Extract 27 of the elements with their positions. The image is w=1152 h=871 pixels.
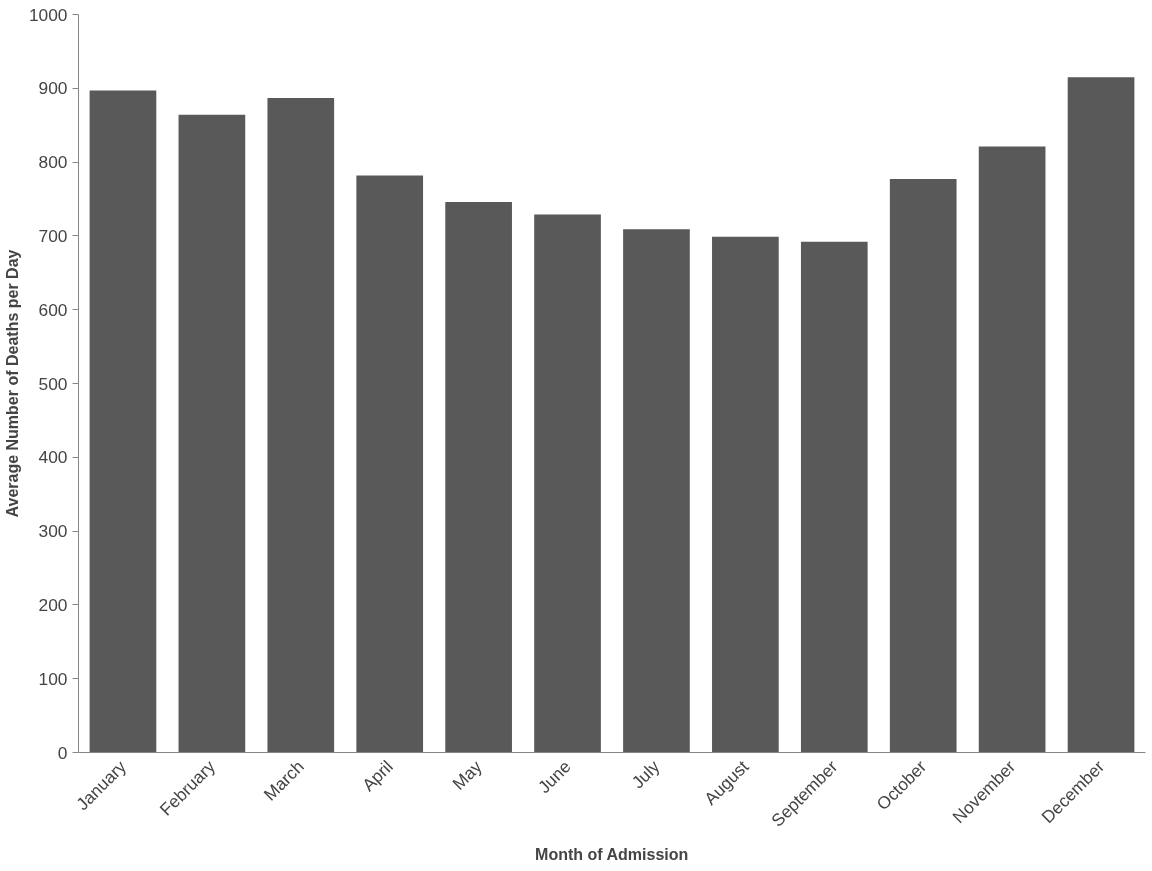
x-tick-label: May xyxy=(448,756,486,794)
y-axis-title: Average Number of Deaths per Day xyxy=(3,249,21,518)
bar xyxy=(1067,77,1135,753)
bar xyxy=(534,214,601,753)
y-tick-label: 500 xyxy=(38,373,68,394)
bar xyxy=(178,114,246,753)
bar xyxy=(89,90,157,753)
bar xyxy=(889,179,957,753)
y-tick-label: 1000 xyxy=(28,4,68,25)
bar xyxy=(712,236,779,753)
bar xyxy=(623,229,690,753)
bar xyxy=(978,146,1046,753)
bar xyxy=(800,241,868,753)
y-tick-label: 900 xyxy=(38,78,68,99)
y-tick-label: 800 xyxy=(38,152,68,173)
y-tick-label: 700 xyxy=(38,225,68,246)
x-tick-label: July xyxy=(627,756,664,793)
bar xyxy=(445,201,512,753)
y-tick-label: 400 xyxy=(38,447,68,468)
y-tick-label: 200 xyxy=(38,594,68,615)
y-tick-label: 0 xyxy=(57,742,68,763)
x-axis-title: Month of Admission xyxy=(535,845,689,863)
y-tick-label: 600 xyxy=(38,299,68,320)
bar xyxy=(356,175,424,753)
y-tick-label: 300 xyxy=(38,521,68,542)
bar xyxy=(267,97,335,753)
y-tick-label: 100 xyxy=(38,668,68,689)
